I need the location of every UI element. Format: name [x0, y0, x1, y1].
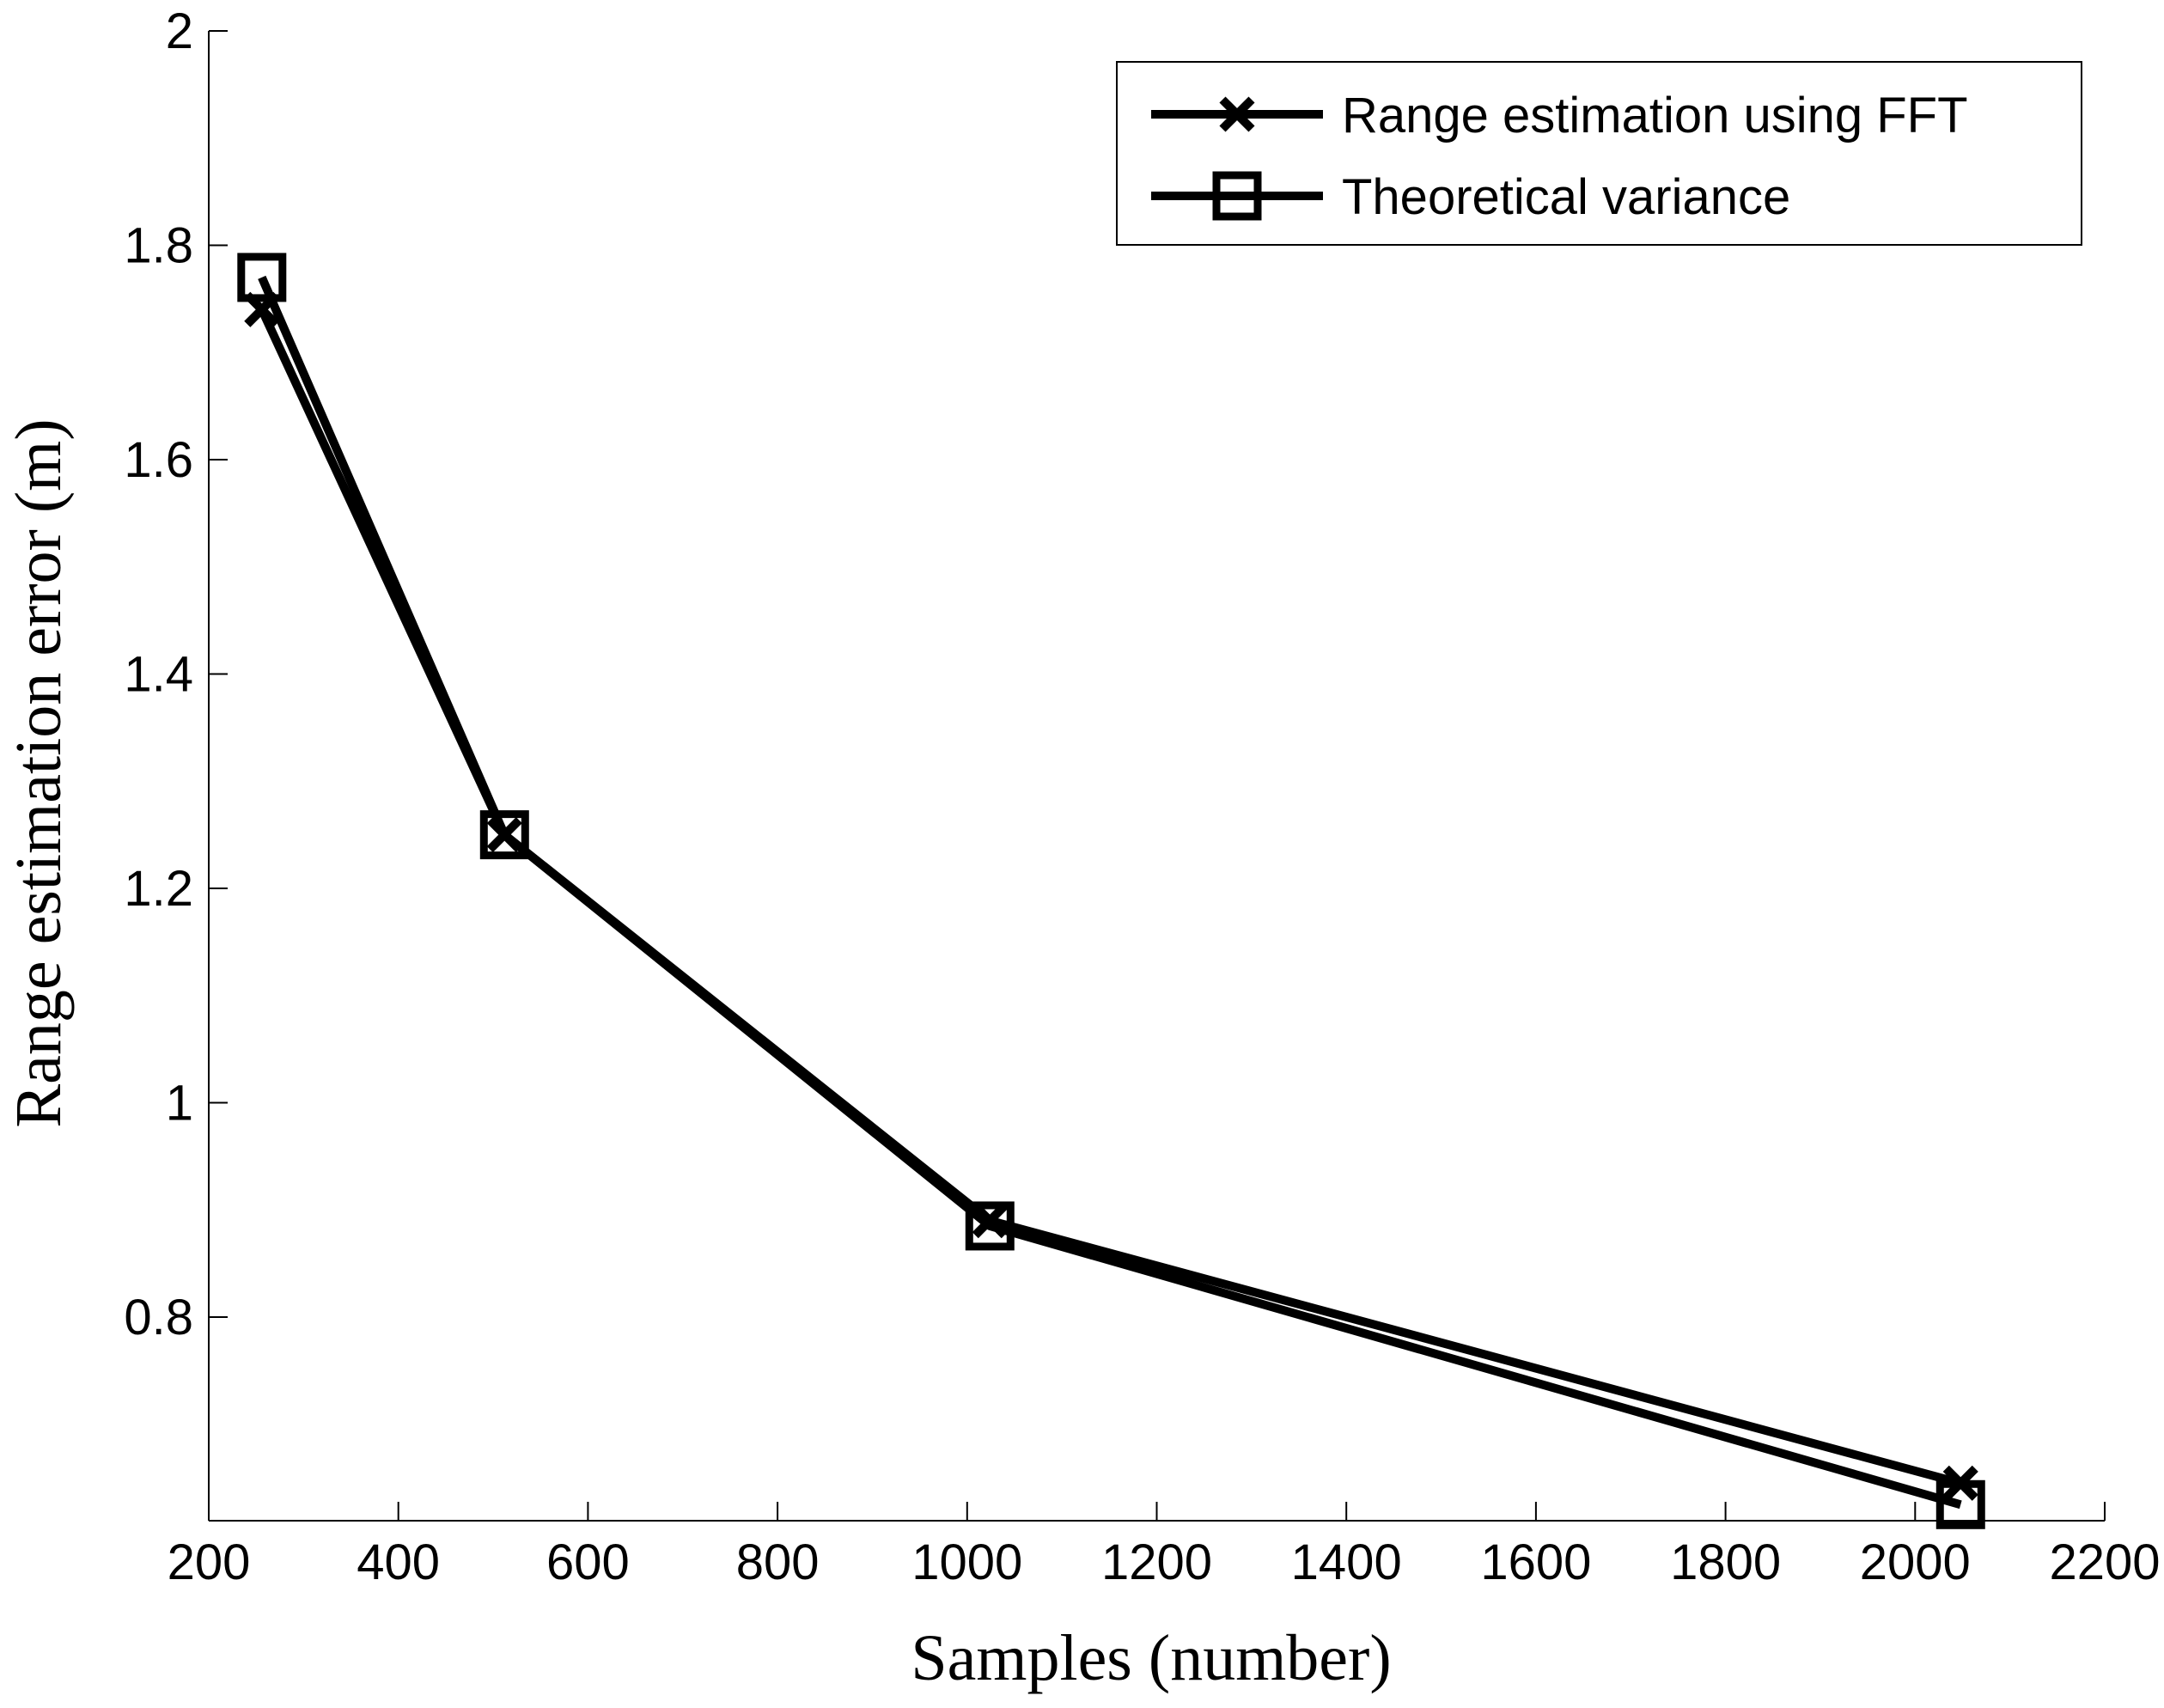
y-axis-title: Range estimation error (m) — [3, 418, 75, 1127]
x-tick-label: 2000 — [1860, 1534, 1971, 1590]
x-tick-label: 1200 — [1101, 1534, 1212, 1590]
y-tick-label: 1.8 — [124, 217, 193, 273]
x-axis-title: Samples (number) — [911, 1622, 1391, 1694]
series-fft-estimation — [244, 291, 1978, 1501]
x-tick-label: 400 — [357, 1534, 440, 1590]
x-tick-label: 1800 — [1670, 1534, 1781, 1590]
series-theoretical-variance — [237, 253, 1985, 1529]
axes: 200 400 600 800 1000 1200 1400 1600 1800 2000 2200… — [124, 3, 2160, 1590]
data-point-square — [479, 810, 529, 860]
y-tick-label: 1.6 — [124, 432, 193, 488]
y-tick-label: 2 — [166, 3, 193, 59]
data-point-square — [965, 1201, 1015, 1251]
x-tick-label: 600 — [546, 1534, 630, 1590]
y-tick-label: 1.2 — [124, 861, 193, 917]
series-line — [258, 308, 1962, 1488]
legend-label: Range estimation using FFT — [1342, 88, 1968, 143]
data-point-square — [237, 253, 287, 302]
x-tick-label: 1000 — [911, 1534, 1022, 1590]
x-tick-label: 1600 — [1480, 1534, 1591, 1590]
y-tick-label: 0.8 — [124, 1290, 193, 1345]
y-tick-label: 1 — [166, 1075, 193, 1131]
y-tick-label: 1.4 — [124, 646, 193, 702]
legend-box — [1116, 61, 2082, 246]
series-layer — [237, 253, 1985, 1529]
legend: Range estimation using FFT Theoretical va… — [1116, 61, 2082, 246]
data-point-square — [1935, 1479, 1985, 1529]
x-marker-stroke — [1219, 96, 1255, 132]
x-tick-label: 800 — [736, 1534, 820, 1590]
x-tick-label: 1400 — [1291, 1534, 1402, 1590]
x-tick-label: 2200 — [2049, 1534, 2160, 1590]
series-line — [258, 275, 1962, 1510]
legend-label: Theoretical variance — [1342, 169, 1790, 225]
x-tick-label: 200 — [168, 1534, 251, 1590]
legend-marker — [1212, 171, 1262, 221]
legend-marker — [1219, 96, 1255, 132]
